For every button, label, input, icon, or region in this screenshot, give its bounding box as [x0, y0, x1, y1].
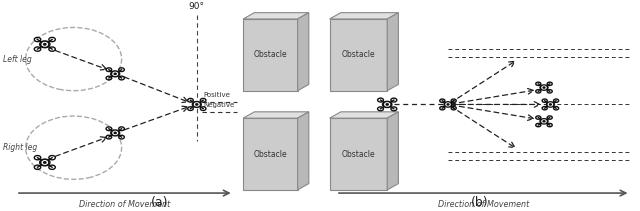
- Text: Positive: Positive: [204, 92, 230, 98]
- Text: (a): (a): [151, 196, 169, 209]
- Polygon shape: [298, 112, 309, 190]
- Polygon shape: [330, 112, 398, 118]
- Circle shape: [113, 131, 118, 134]
- Circle shape: [444, 102, 452, 107]
- Circle shape: [196, 104, 198, 105]
- Text: Direction of Movement: Direction of Movement: [438, 200, 529, 209]
- Text: Obstacle: Obstacle: [253, 50, 287, 59]
- Text: Negative: Negative: [204, 102, 234, 108]
- Circle shape: [540, 85, 548, 90]
- Polygon shape: [330, 13, 398, 19]
- Text: Obstacle: Obstacle: [342, 50, 375, 59]
- Circle shape: [542, 120, 546, 123]
- Circle shape: [44, 43, 46, 45]
- Bar: [330, 118, 387, 190]
- Circle shape: [114, 73, 116, 74]
- Circle shape: [447, 104, 449, 105]
- Polygon shape: [387, 112, 398, 190]
- Circle shape: [543, 121, 545, 122]
- Circle shape: [543, 87, 545, 88]
- Circle shape: [540, 119, 548, 124]
- Circle shape: [383, 101, 392, 108]
- Circle shape: [40, 159, 50, 166]
- Polygon shape: [243, 112, 309, 118]
- Circle shape: [114, 132, 116, 134]
- Circle shape: [550, 104, 551, 105]
- Circle shape: [193, 101, 201, 107]
- Bar: [243, 118, 298, 190]
- Text: Obstacle: Obstacle: [253, 150, 287, 158]
- Polygon shape: [387, 13, 398, 91]
- Circle shape: [446, 103, 450, 106]
- Circle shape: [111, 71, 120, 77]
- Bar: [330, 19, 387, 91]
- Polygon shape: [298, 13, 309, 91]
- Circle shape: [40, 41, 50, 48]
- Circle shape: [385, 103, 390, 106]
- Circle shape: [111, 130, 120, 136]
- Circle shape: [113, 72, 118, 75]
- Circle shape: [195, 103, 199, 106]
- Text: Direction of Movement: Direction of Movement: [79, 200, 170, 209]
- Polygon shape: [243, 13, 309, 19]
- Circle shape: [386, 104, 388, 105]
- Text: 90°: 90°: [189, 1, 205, 11]
- Circle shape: [548, 103, 552, 106]
- Circle shape: [44, 162, 46, 163]
- Bar: [243, 19, 298, 91]
- Text: Obstacle: Obstacle: [342, 150, 375, 158]
- Text: (b): (b): [471, 196, 489, 209]
- Text: Left leg: Left leg: [3, 55, 32, 64]
- Circle shape: [542, 86, 546, 89]
- Circle shape: [42, 161, 47, 164]
- Text: Right leg: Right leg: [3, 143, 38, 152]
- Circle shape: [42, 43, 47, 46]
- Circle shape: [547, 102, 554, 107]
